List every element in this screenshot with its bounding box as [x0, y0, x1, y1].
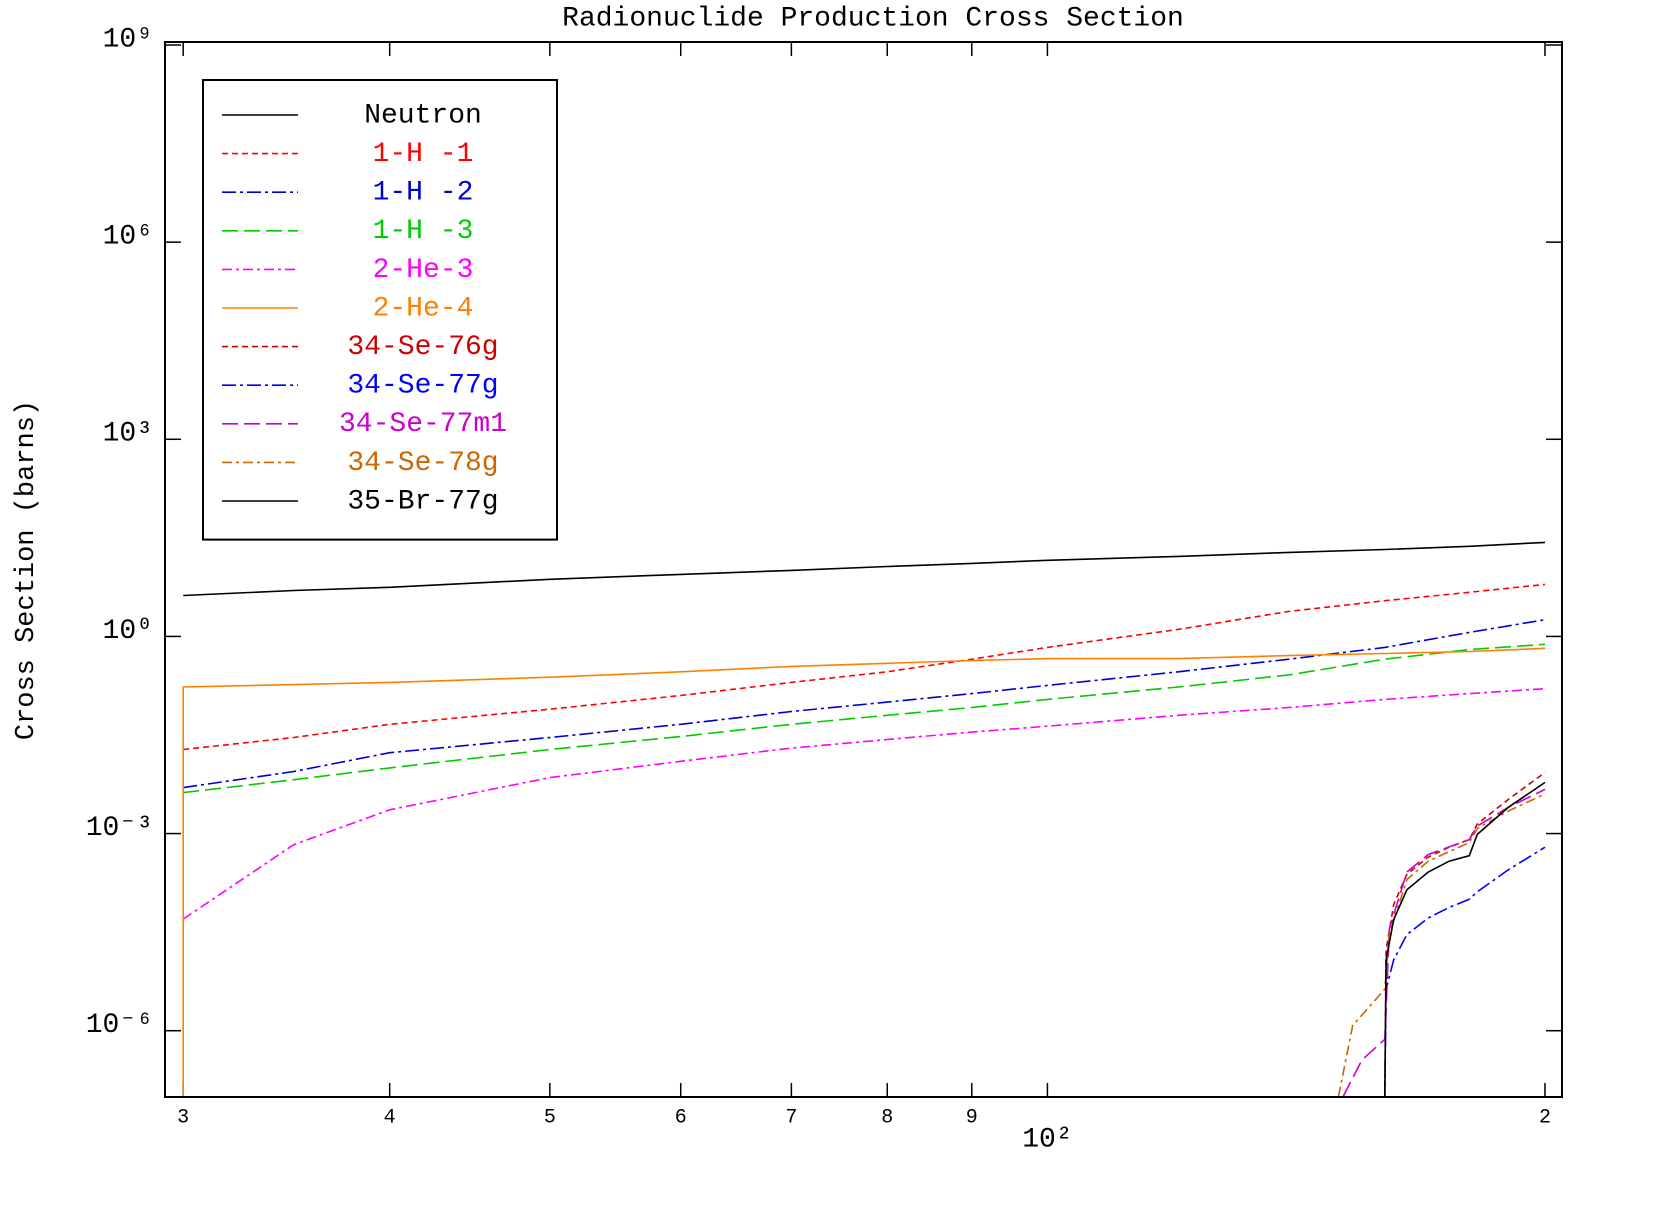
- y-tick-label: 10⁰: [103, 616, 153, 647]
- series-line: [1337, 793, 1546, 1097]
- series-line: [183, 583, 1546, 751]
- series-line: [183, 618, 1546, 789]
- series-line: [1384, 781, 1546, 1097]
- legend-box: [202, 79, 558, 541]
- x-tick-label: 4: [384, 1106, 396, 1129]
- x-tick-label: 8: [881, 1106, 893, 1129]
- x-tick-label: 3: [177, 1106, 189, 1129]
- x-tick-label: 2: [1539, 1106, 1551, 1129]
- series-line: [183, 541, 1546, 597]
- series-line: [1384, 771, 1546, 1097]
- y-tick-label: 10⁻⁶: [86, 1010, 153, 1041]
- x-tick-label: 10²: [1022, 1124, 1072, 1155]
- x-tick-label: 7: [785, 1106, 797, 1129]
- legend-label: 2-He-3: [373, 255, 474, 286]
- series-line: [182, 647, 1546, 1097]
- x-tick-label: 9: [966, 1106, 978, 1129]
- legend-label: 1-H -3: [373, 216, 474, 247]
- legend-label: 35-Br-77g: [347, 486, 498, 517]
- series-line: [1342, 788, 1546, 1097]
- legend-label: 34-Se-77m1: [339, 409, 507, 440]
- plot-frame: [164, 41, 1563, 1098]
- y-axis-label: Cross Section (barns): [12, 400, 42, 740]
- legend-label: 34-Se-77g: [347, 371, 498, 402]
- x-tick-label: 5: [544, 1106, 556, 1129]
- legend-label: 34-Se-76g: [347, 332, 498, 363]
- legend-label: Neutron: [364, 100, 482, 131]
- series-line: [1384, 846, 1546, 1097]
- y-tick-label: 10⁹: [103, 24, 153, 55]
- legend-label: 34-Se-78g: [347, 448, 498, 479]
- legend-label: 2-He-4: [373, 293, 474, 324]
- y-tick-label: 10³: [103, 419, 153, 450]
- legend-label: 1-H -2: [373, 178, 474, 209]
- x-tick-label: 6: [675, 1106, 687, 1129]
- legend-label: 1-H -1: [373, 139, 474, 170]
- chart-title: Radionuclide Production Cross Section: [562, 3, 1184, 34]
- y-tick-label: 10⁻³: [86, 813, 153, 844]
- y-tick-label: 10⁶: [103, 222, 153, 253]
- series-line: [182, 687, 1546, 920]
- series-line: [183, 643, 1546, 794]
